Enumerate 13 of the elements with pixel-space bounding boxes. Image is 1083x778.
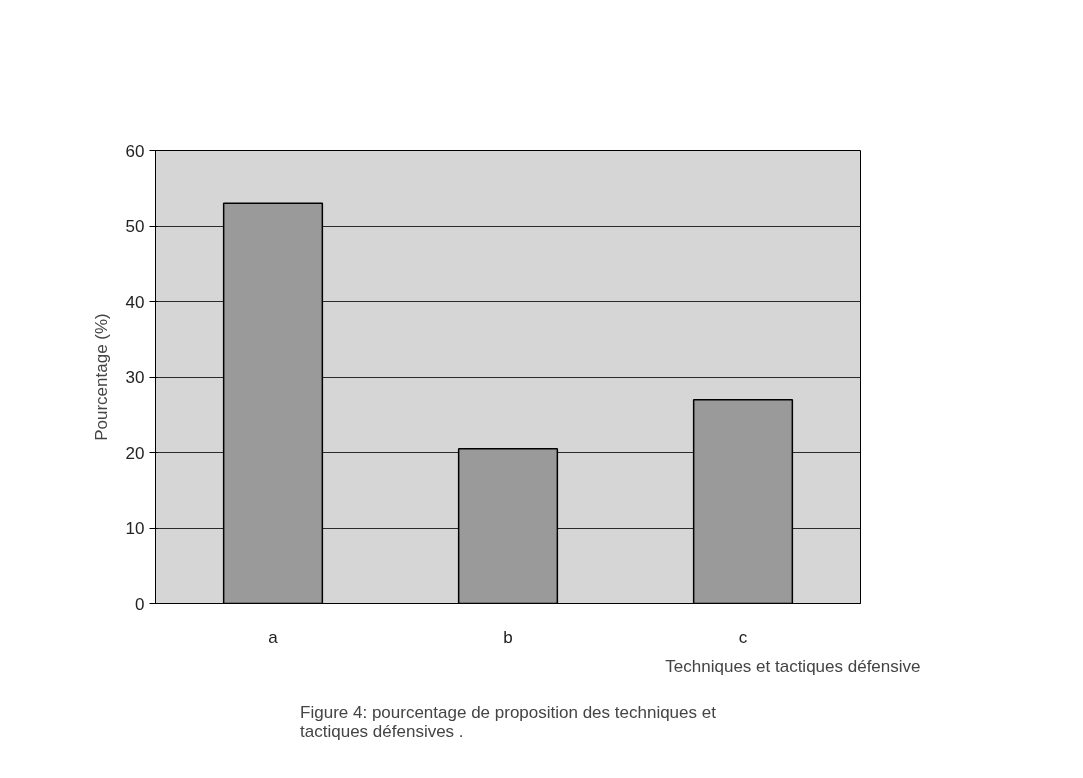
x-tick-label: a — [268, 627, 279, 647]
y-axis-title: Pourcentage (%) — [91, 313, 111, 441]
x-axis-title: Techniques et tactiques défensive — [665, 656, 921, 676]
x-tick-label: c — [738, 627, 748, 647]
caption: Figure 4: pourcentage de proposition des techniques et tactiques défensives . — [300, 702, 717, 741]
y-tick-label: 60 — [125, 141, 145, 161]
y-tick-label: 10 — [125, 519, 145, 538]
y-tick-label: 50 — [125, 217, 145, 236]
y-tick-label: 0 — [135, 594, 145, 614]
y-tick-label: 20 — [125, 443, 145, 463]
y-tick-label: 30 — [125, 368, 145, 387]
y-tick-label: 40 — [125, 292, 145, 312]
x-tick-label: b — [503, 627, 513, 647]
